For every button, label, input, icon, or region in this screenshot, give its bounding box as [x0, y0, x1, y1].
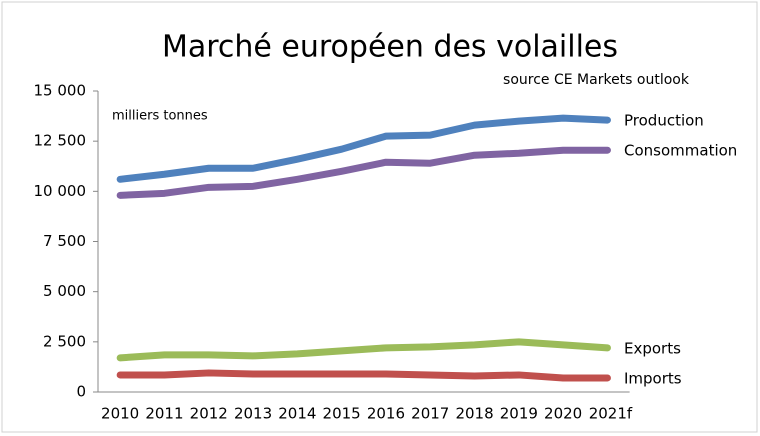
y-axis-label: milliers tonnes	[112, 109, 208, 124]
x-tick-label: 2021f	[589, 405, 633, 423]
y-tick-label: 5 000	[43, 282, 86, 300]
y-tick-label: 0	[76, 383, 86, 401]
series-label: Exports	[624, 339, 681, 357]
chart-subtitle: source CE Markets outlook	[503, 72, 690, 88]
series-line	[116, 114, 611, 183]
y-tick-label: 10 000	[34, 182, 87, 200]
y-tick-label: 2 500	[43, 332, 86, 350]
series-label: Consommation	[624, 142, 737, 160]
y-tick-label: 12 500	[34, 132, 87, 150]
x-tick-label: 2013	[234, 405, 272, 423]
x-tick-label: 2010	[101, 405, 139, 423]
x-tick-label: 2019	[500, 405, 538, 423]
series-label: Imports	[624, 369, 682, 387]
x-tick-label: 2020	[544, 405, 582, 423]
series-line	[116, 146, 611, 199]
series-line	[116, 369, 611, 382]
x-tick-label: 2018	[455, 405, 493, 423]
y-tick-label: 15 000	[34, 82, 87, 100]
series-line	[116, 338, 611, 362]
x-tick-label: 2014	[278, 405, 316, 423]
y-tick-label: 7 500	[43, 232, 86, 250]
x-tick-label: 2012	[190, 405, 228, 423]
chart-title: Marché européen des volailles	[162, 30, 618, 65]
x-tick-label: 2011	[145, 405, 183, 423]
series-label: Production	[624, 112, 704, 130]
x-tick-label: 2015	[323, 405, 361, 423]
x-tick-label: 2016	[367, 405, 405, 423]
x-tick-label: 2017	[411, 405, 449, 423]
